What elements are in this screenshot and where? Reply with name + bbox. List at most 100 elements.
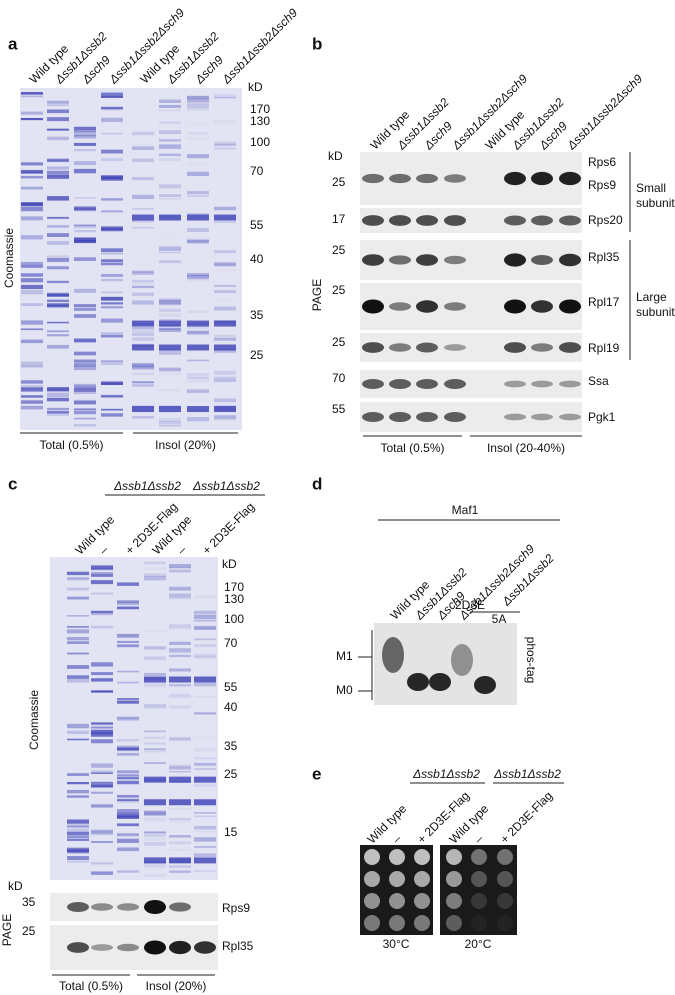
band [194, 762, 216, 766]
blot-band [389, 173, 411, 184]
form-label: M1 [336, 649, 353, 663]
form-label: M0 [336, 683, 353, 697]
band [67, 675, 89, 679]
blot-band [444, 174, 466, 183]
band [132, 158, 154, 162]
blot-band [91, 903, 113, 911]
band [194, 653, 216, 655]
band [21, 273, 43, 277]
band [159, 246, 181, 251]
band [21, 261, 43, 265]
band [187, 239, 209, 244]
kd-label: kD [8, 879, 23, 893]
band [159, 319, 181, 322]
marker-label: 55 [224, 680, 238, 694]
band [67, 625, 89, 628]
band [187, 163, 209, 166]
blot-band [444, 302, 466, 311]
band [47, 117, 69, 122]
band [132, 369, 154, 371]
band [74, 423, 96, 427]
blot-band [559, 171, 581, 186]
group-label: Total (0.5%) [59, 979, 123, 993]
band [91, 672, 113, 676]
marker-label: 35 [22, 895, 36, 909]
band [214, 311, 236, 315]
band [21, 328, 43, 331]
gel [50, 557, 218, 880]
stain-label: Coomassie [27, 690, 41, 750]
band [187, 310, 209, 313]
blot-band [67, 942, 89, 953]
band [144, 811, 166, 816]
band [74, 148, 96, 152]
band [187, 417, 209, 422]
band [144, 812, 166, 816]
colony-spot [471, 915, 487, 931]
band [132, 363, 154, 367]
band [67, 577, 89, 581]
band [169, 668, 191, 672]
band [132, 416, 154, 419]
band [159, 104, 181, 108]
blot-band [444, 215, 466, 226]
band [117, 601, 139, 606]
blot-band [416, 215, 438, 226]
band [117, 644, 139, 648]
band [21, 361, 43, 365]
blot-band [382, 637, 404, 673]
colony-spot [497, 849, 513, 865]
band [144, 742, 166, 745]
colony-spot [446, 871, 462, 887]
sublane-label: 2D3E [455, 598, 485, 612]
blot-band [504, 171, 526, 186]
band [132, 365, 154, 370]
subunit-label: Small [636, 181, 666, 195]
band [47, 299, 69, 303]
band [194, 825, 216, 830]
band [21, 201, 43, 206]
band [132, 177, 154, 181]
band [159, 302, 181, 306]
lane-label: – [96, 543, 111, 558]
blot-band [531, 343, 553, 352]
band [21, 380, 43, 384]
band [91, 791, 113, 794]
blot-band [67, 902, 89, 912]
band [169, 765, 191, 770]
blot-band [559, 380, 581, 388]
band [117, 681, 139, 684]
band [117, 833, 139, 837]
marker-label: 25 [250, 348, 264, 362]
band [74, 206, 96, 211]
band [21, 364, 43, 368]
band [21, 162, 43, 166]
band [159, 327, 181, 332]
band [194, 853, 216, 857]
band [159, 214, 181, 221]
band [21, 169, 43, 173]
band [144, 762, 166, 765]
colony-spot [389, 893, 405, 909]
band [91, 690, 113, 693]
blot-band [531, 413, 553, 421]
band [214, 406, 236, 413]
band [144, 834, 166, 837]
band [91, 678, 113, 682]
protein-label: Rps9 [222, 901, 250, 915]
band [47, 397, 69, 402]
band [74, 385, 96, 388]
band [117, 745, 139, 750]
band [187, 389, 209, 393]
strain-header: Δssb1Δssb2 [412, 767, 480, 781]
band [47, 241, 69, 245]
band [21, 385, 43, 390]
band [214, 338, 236, 341]
band [74, 126, 96, 131]
band [117, 718, 139, 722]
band [101, 395, 123, 398]
blot-band [117, 903, 139, 911]
band [117, 633, 139, 638]
band [117, 582, 139, 586]
band [159, 139, 181, 142]
